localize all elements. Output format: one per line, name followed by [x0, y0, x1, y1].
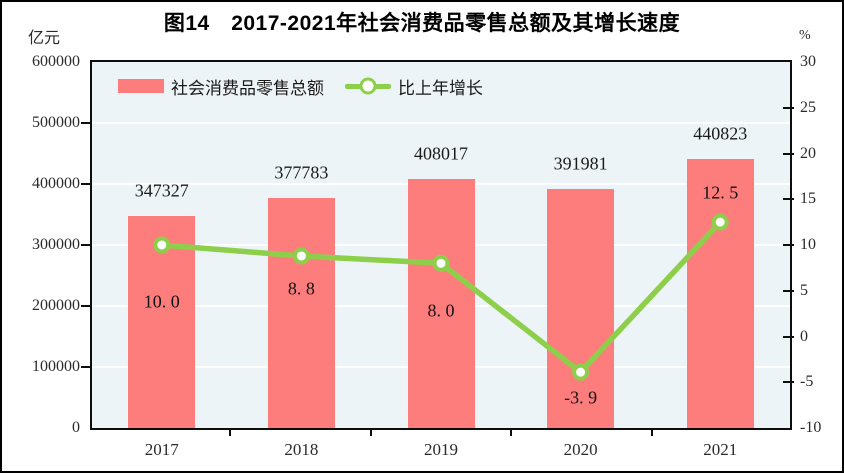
bar-value-label: 391981	[553, 153, 608, 174]
growth-rate-label: 8. 8	[287, 278, 315, 299]
right-axis-unit-label: %	[799, 28, 811, 43]
bottom-tick-mark	[229, 428, 232, 436]
y-axis-label-left: 600000	[32, 53, 80, 70]
chart-title: 图14 2017-2021年社会消费品零售总额及其增长速度	[163, 12, 681, 35]
bar-value-label: 377783	[274, 162, 329, 183]
x-axis-label: 2017	[144, 440, 179, 459]
line-marker	[153, 236, 171, 254]
growth-rate-label: 12. 5	[702, 182, 739, 203]
bar	[267, 197, 335, 428]
left-axis-unit-label: 亿元	[28, 30, 61, 47]
bar	[686, 159, 754, 428]
bar-value-label: 408017	[414, 143, 468, 164]
legend-line-marker-icon	[345, 77, 391, 95]
y-axis-label-left: 200000	[32, 297, 80, 314]
left-tick-mark	[81, 183, 92, 185]
x-axis-label: 2020	[563, 440, 598, 459]
y-axis-label-right: -5	[800, 373, 814, 391]
legend-circle-marker-icon	[359, 77, 377, 95]
x-axis-label: 2018	[284, 440, 319, 459]
x-axis-label: 2021	[703, 440, 738, 459]
line-marker	[711, 213, 729, 231]
y-axis-label-right: 0	[800, 327, 808, 345]
y-axis-label-left: 300000	[32, 236, 80, 253]
grid-line	[92, 122, 790, 124]
right-tick-mark	[783, 244, 794, 246]
y-axis-label-left: 100000	[32, 358, 80, 375]
left-tick-mark	[81, 244, 92, 246]
y-axis-label-right: 20	[800, 144, 816, 162]
left-tick-mark	[81, 122, 92, 124]
bottom-tick-mark	[650, 428, 653, 436]
growth-rate-label: -3. 9	[564, 387, 598, 408]
bar	[407, 179, 475, 428]
line-marker	[572, 363, 590, 381]
y-axis-label-right: 15	[800, 190, 816, 208]
legend-bar-label: 社会消费品零售总额	[171, 78, 324, 98]
bottom-tick-mark	[369, 428, 372, 436]
growth-line-layer	[153, 213, 729, 381]
right-tick-mark	[783, 198, 794, 201]
y-axis-label-left: 400000	[32, 175, 80, 192]
left-tick-mark	[81, 366, 92, 368]
right-tick-mark	[783, 152, 794, 155]
x-axis-label: 2019	[424, 440, 458, 459]
bar-value-label: 347327	[134, 180, 189, 201]
right-tick-mark	[783, 289, 794, 292]
legend: 社会消费品零售总额 比上年增长	[118, 76, 483, 98]
y-axis-label-right: 25	[800, 98, 816, 116]
line-marker	[432, 254, 450, 272]
growth-rate-label: 8. 0	[427, 300, 455, 321]
legend-line-label: 比上年增长	[398, 78, 483, 98]
y-axis-label-right: 5	[800, 281, 808, 299]
bar-value-label: 440823	[693, 123, 748, 144]
y-axis-label-right: 30	[800, 53, 816, 70]
y-axis-label-right: -10	[800, 419, 822, 436]
plot-area	[90, 60, 792, 430]
y-axis-label-right: 10	[800, 236, 816, 253]
right-tick-mark	[783, 335, 794, 338]
bottom-tick-mark	[510, 428, 513, 436]
growth-line	[159, 219, 723, 375]
legend-bar-swatch-icon	[118, 79, 164, 93]
line-marker	[292, 247, 310, 265]
growth-rate-label: 10. 0	[143, 291, 180, 312]
bar	[547, 188, 615, 428]
y-axis-label-left: 0	[72, 419, 80, 436]
right-tick-mark	[783, 381, 794, 384]
y-axis-label-left: 500000	[32, 114, 80, 131]
left-tick-mark	[81, 305, 92, 307]
right-tick-mark	[783, 106, 794, 109]
